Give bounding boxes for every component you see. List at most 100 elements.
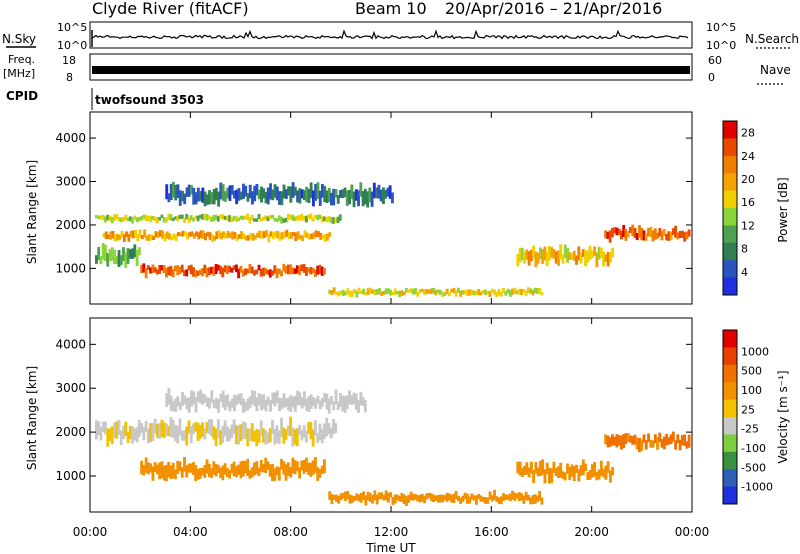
power-cell — [312, 232, 316, 239]
velocity-cell — [246, 428, 250, 447]
velocity-cell — [284, 398, 288, 407]
velocity-cell — [606, 435, 610, 448]
x-tick-label: 12:00 — [374, 525, 409, 539]
velocity-cell — [298, 392, 302, 406]
power-cell — [142, 214, 146, 219]
velocity-cell — [241, 421, 245, 440]
velocity-cell — [495, 496, 499, 502]
power-cell — [520, 289, 524, 295]
power-cell — [248, 217, 252, 224]
velocity-cell — [622, 434, 626, 449]
velocity-cell — [538, 491, 542, 501]
power-cell — [642, 230, 646, 241]
power-cell — [258, 230, 262, 238]
power-cell — [271, 232, 275, 240]
velocity-cell — [642, 434, 646, 443]
power-cell — [190, 231, 194, 237]
velocity-cell — [194, 465, 198, 482]
power-cell — [161, 230, 165, 239]
velocity-cell — [291, 396, 295, 408]
velocity-cell — [447, 493, 451, 501]
power-cell — [300, 189, 304, 199]
velocity-cell — [332, 494, 336, 500]
colorbar-segment — [723, 208, 737, 226]
velocity-cell — [228, 469, 232, 479]
power-cell — [289, 186, 293, 203]
velocity-cell — [194, 422, 198, 432]
power-cell — [635, 233, 639, 241]
power-cell — [671, 228, 675, 235]
power-cell — [341, 289, 345, 296]
power-cell — [128, 249, 132, 259]
power-cell — [215, 231, 219, 239]
power-cell — [178, 266, 182, 275]
colorbar-tick-label: 28 — [741, 127, 755, 140]
velocity-cell — [97, 421, 101, 436]
power-cell — [298, 215, 302, 221]
power-cell — [212, 215, 216, 222]
velocity-cell — [339, 393, 342, 407]
velocity-cell — [219, 393, 223, 402]
power-cell — [241, 215, 245, 220]
velocity-cell — [122, 425, 125, 440]
power-cell — [452, 287, 456, 293]
velocity-cell — [246, 398, 250, 411]
colorbar-segment — [723, 242, 737, 261]
power-cell — [135, 217, 139, 223]
velocity-cell — [468, 496, 472, 504]
power-cell — [441, 291, 445, 297]
power-cell — [124, 252, 128, 268]
velocity-cell — [117, 419, 121, 436]
power-cell — [649, 226, 653, 238]
power-cell — [206, 231, 210, 237]
velocity-cell — [286, 425, 290, 436]
velocity-cell — [380, 492, 384, 499]
power-cell — [311, 217, 315, 222]
velocity-cell — [662, 436, 666, 450]
power-cell — [311, 267, 315, 274]
power-cell — [213, 235, 217, 241]
velocity-cell — [475, 495, 478, 505]
velocity-cell — [577, 469, 581, 482]
power-cell — [371, 289, 375, 294]
velocity-cell — [239, 393, 243, 406]
velocity-cell — [649, 439, 653, 448]
power-cell — [296, 190, 300, 203]
power-cell — [271, 189, 275, 201]
velocity-cell — [359, 493, 363, 503]
power-cell — [373, 289, 377, 296]
velocity-cell — [359, 391, 363, 406]
power-cell — [133, 244, 137, 258]
power-cell — [382, 290, 386, 295]
velocity-cell — [570, 464, 574, 477]
velocity-cell — [354, 393, 358, 410]
velocity-cell — [418, 495, 422, 503]
power-cell — [416, 291, 420, 297]
velocity-cell — [262, 464, 265, 473]
power-cell — [653, 228, 657, 240]
freq-label: Freq. — [8, 53, 35, 66]
velocity-cell — [205, 397, 209, 407]
power-cell — [219, 232, 223, 240]
power-cell — [185, 269, 189, 277]
velocity-cell — [178, 401, 182, 410]
velocity-cell — [522, 495, 526, 504]
power-cell — [506, 288, 510, 294]
power-cell — [102, 232, 106, 238]
power-cell — [640, 228, 644, 241]
power-cell — [432, 287, 435, 294]
power-cell — [283, 231, 286, 239]
velocity-cell — [187, 397, 191, 413]
power-cell — [384, 189, 388, 199]
power-cell — [235, 264, 238, 273]
colorbar-segment — [723, 469, 737, 488]
y-tick-label: 2000 — [55, 218, 86, 232]
power-cell — [113, 214, 116, 221]
power-cell — [259, 217, 263, 222]
power-cell — [237, 268, 241, 279]
power-cell — [126, 217, 130, 221]
velocity-cell — [183, 430, 186, 441]
power-cell — [95, 255, 98, 264]
power-cell — [490, 288, 494, 293]
power-cell — [145, 235, 149, 241]
